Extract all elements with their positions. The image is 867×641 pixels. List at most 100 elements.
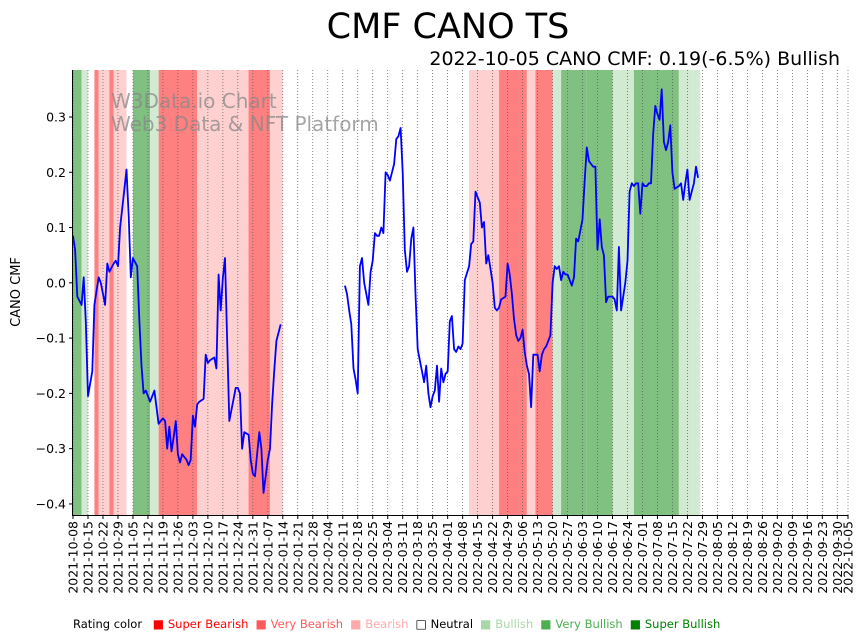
- x-tick-label: 2022-07-01: [635, 521, 650, 594]
- chart-title: CMF CANO TS: [327, 7, 570, 47]
- x-tick-label: 2022-02-18: [350, 521, 365, 594]
- legend-label: Super Bullish: [644, 617, 721, 631]
- rating-band: [586, 70, 613, 515]
- x-tick-label: 2022-03-25: [425, 521, 440, 594]
- legend-swatch-icon: ■: [480, 617, 496, 631]
- x-tick-label: 2021-12-03: [185, 521, 200, 594]
- rating-band: [678, 70, 694, 515]
- rating-band: [248, 70, 270, 515]
- x-tick-label: 2022-02-04: [320, 521, 335, 594]
- rating-band: [526, 70, 536, 515]
- legend-swatch-icon: ■: [629, 617, 645, 631]
- x-tick-label: 2022-09-02: [770, 521, 785, 594]
- y-tick-label: −0.3: [36, 441, 66, 456]
- rating-band: [126, 70, 133, 515]
- x-tick-label: 2022-10-05: [841, 521, 856, 594]
- y-tick-label: 0.3: [46, 109, 66, 124]
- legend-label: Super Bearish: [167, 617, 249, 631]
- x-tick-label: 2022-07-29: [695, 521, 710, 594]
- y-tick-label: 0.2: [46, 165, 66, 180]
- x-ticks: 2021-10-08 2021-10-15 2021-10-22 2021-10-29…: [66, 515, 856, 594]
- x-tick-label: 2021-12-17: [215, 521, 230, 594]
- x-tick-label: 2022-06-24: [620, 521, 635, 594]
- x-tick-label: 2022-08-12: [725, 521, 740, 594]
- x-tick-label: 2021-12-24: [230, 521, 245, 594]
- x-tick-label: 2022-01-14: [275, 521, 290, 594]
- x-tick-label: 2022-03-11: [395, 521, 410, 594]
- rating-band: [113, 70, 127, 515]
- x-tick-label: 2022-03-18: [410, 521, 425, 594]
- legend-item: □ Neutral: [415, 617, 473, 631]
- x-tick-label: 2021-12-10: [200, 521, 215, 594]
- x-tick-label: 2021-11-19: [155, 521, 170, 594]
- legend-swatch-icon: ■: [540, 617, 556, 631]
- rating-band: [109, 70, 114, 515]
- rating-band: [469, 70, 500, 515]
- x-tick-label: 2022-04-08: [455, 521, 470, 594]
- rating-band: [132, 70, 151, 515]
- x-tick-label: 2022-04-15: [470, 521, 485, 594]
- y-tick-label: 0.0: [46, 275, 66, 290]
- chart-subtitle: 2022-10-05 CANO CMF: 0.19(-6.5%) Bullish: [429, 48, 840, 70]
- x-tick-label: 2022-05-20: [545, 521, 560, 594]
- x-tick-label: 2022-05-13: [530, 521, 545, 594]
- rating-band: [150, 70, 159, 515]
- legend-item: ■ Bullish: [480, 617, 533, 631]
- x-tick-label: 2022-02-11: [335, 521, 350, 594]
- legend-label: Neutral: [430, 617, 474, 631]
- x-tick-label: 2022-09-09: [785, 521, 800, 594]
- watermark-line-1: W3Data.io Chart: [111, 89, 277, 113]
- x-tick-label: 2022-03-04: [380, 521, 395, 594]
- rating-band: [98, 70, 110, 515]
- legend-label: Bullish: [495, 617, 534, 631]
- rating-band: [651, 70, 679, 515]
- x-tick-label: 2022-08-05: [710, 521, 725, 594]
- watermark-line-2: Web3 Data & NFT Platform: [111, 112, 379, 136]
- x-tick-label: 2022-01-21: [290, 521, 305, 594]
- series-layer: [72, 88, 699, 494]
- x-tick-label: 2022-06-17: [605, 521, 620, 594]
- y-tick-label: −0.2: [36, 386, 66, 401]
- legend-title: Rating color: [73, 617, 143, 631]
- y-axis-label: CANO CMF: [9, 257, 24, 327]
- x-tick-label: 2021-11-12: [140, 521, 155, 594]
- legend-swatch-icon: ■: [152, 617, 168, 631]
- rating-band: [561, 70, 587, 515]
- rating-band: [87, 70, 95, 515]
- rating-band: [499, 70, 527, 515]
- legend-item: ■ Super Bearish: [153, 617, 249, 631]
- x-tick-label: 2021-12-31: [245, 521, 260, 594]
- legend-label: Bearish: [365, 617, 409, 631]
- legend-label: Very Bearish: [270, 617, 344, 631]
- y-ticks: −0.4 −0.3 −0.2 −0.1 0.0 0.1 0.2 0.3: [36, 109, 73, 511]
- legend-item: ■ Very Bullish: [540, 617, 622, 631]
- x-tick-label: 2021-10-15: [80, 521, 95, 594]
- x-grid-lines: [72, 70, 849, 515]
- x-tick-label: 2022-09-30: [830, 521, 845, 594]
- x-tick-label: 2021-11-05: [125, 521, 140, 594]
- x-tick-label: 2022-02-25: [365, 521, 380, 594]
- rating-band: [535, 70, 553, 515]
- x-tick-label: 2022-05-06: [515, 521, 530, 594]
- x-tick-label: 2022-01-07: [260, 521, 275, 594]
- x-tick-label: 2022-08-19: [740, 521, 755, 594]
- x-tick-label: 2022-05-27: [560, 521, 575, 594]
- rating-legend: Rating color ■ Super Bearish ■ Very Beari…: [73, 617, 727, 631]
- x-tick-label: 2022-04-22: [485, 521, 500, 594]
- x-tick-label: 2022-09-23: [815, 521, 830, 594]
- x-tick-label: 2021-10-29: [110, 521, 125, 594]
- y-tick-label: 0.1: [46, 220, 66, 235]
- x-tick-label: 2022-01-28: [305, 521, 320, 594]
- axes: [72, 70, 848, 516]
- rating-band: [552, 70, 562, 515]
- watermark: W3Data.io Chart Web3 Data & NFT Platform: [111, 89, 379, 136]
- x-tick-label: 2021-11-26: [170, 521, 185, 594]
- y-tick-label: −0.4: [36, 496, 66, 511]
- rating-band: [282, 70, 288, 515]
- cmf-series-line: [344, 88, 699, 409]
- legend-swatch-icon: □: [415, 617, 431, 631]
- legend-item: ■ Very Bearish: [255, 617, 343, 631]
- legend-swatch-icon: ■: [350, 617, 366, 631]
- rating-bands: [73, 70, 701, 515]
- x-tick-label: 2022-07-08: [650, 521, 665, 594]
